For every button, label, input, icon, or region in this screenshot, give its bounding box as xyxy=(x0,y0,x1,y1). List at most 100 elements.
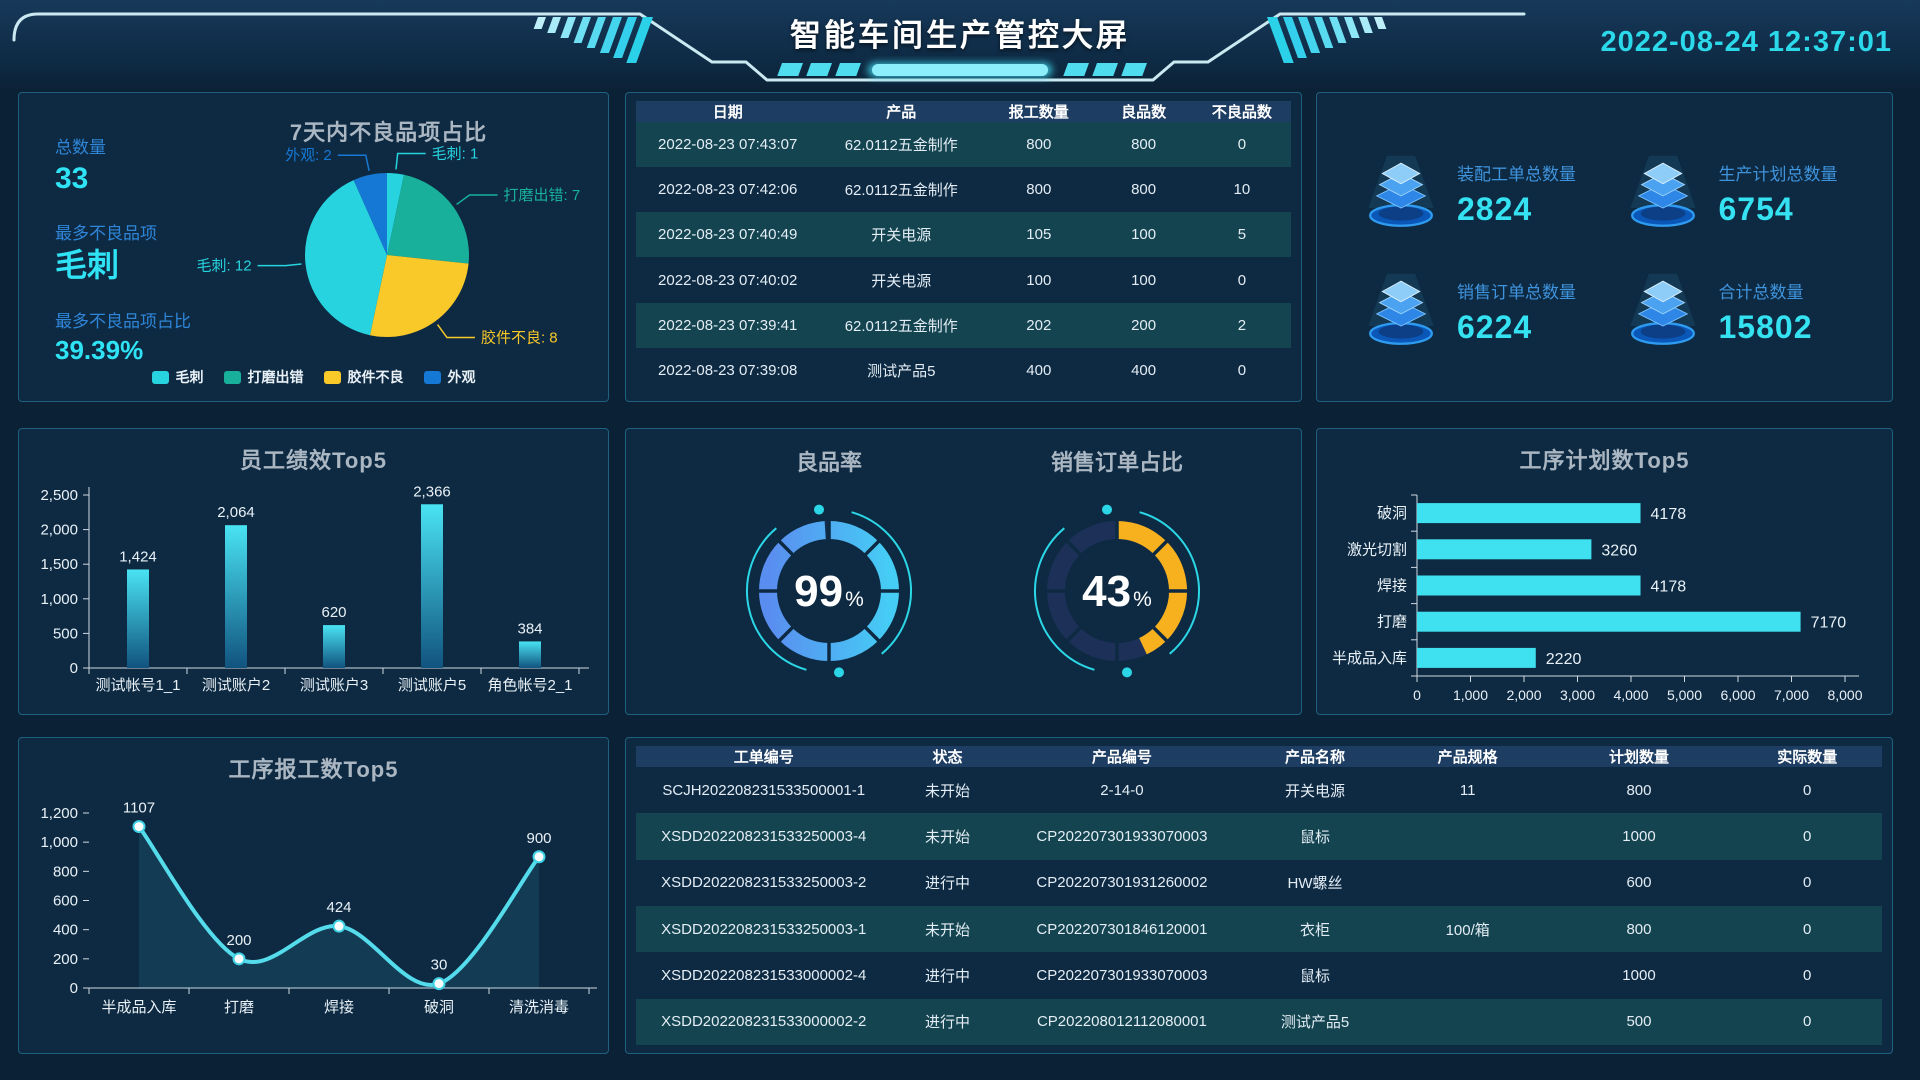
gauge-rings-chart: 99% 43% xyxy=(746,504,1200,678)
legend-swatch-icon xyxy=(223,370,241,384)
table-cell: 2 xyxy=(1192,302,1291,348)
legend-item[interactable]: 打磨出错 xyxy=(223,367,304,387)
table-cell: 鼠标 xyxy=(1300,967,1331,985)
svg-text:打磨: 打磨 xyxy=(224,999,254,1016)
svg-text:毛刺: 12: 毛刺: 12 xyxy=(197,258,252,275)
svg-text:2,000: 2,000 xyxy=(1506,687,1541,703)
card-label: 生产计划总数量 xyxy=(1718,165,1838,184)
svg-text:测试帐号1_1: 测试帐号1_1 xyxy=(95,677,180,694)
legend-swatch-icon xyxy=(151,370,169,384)
svg-text:胶件不良: 8: 胶件不良: 8 xyxy=(481,330,558,347)
table-cell: 2022-08-23 07:40:49 xyxy=(636,212,820,258)
summary-card: 合计总数量 15802 xyxy=(1621,253,1883,371)
legend-label: 外观 xyxy=(447,369,476,385)
defect-chart-title: 7天内不良品项占比 xyxy=(289,120,488,145)
stat-label: 最多不良品项 xyxy=(55,224,157,243)
center-right-bars-icon xyxy=(1063,63,1147,76)
column-header: 工单编号 xyxy=(636,746,892,767)
card-label: 合计总数量 xyxy=(1718,283,1804,302)
svg-text:1,500: 1,500 xyxy=(40,556,78,573)
summary-cards: 装配工单总数量 2824 生产计划总数量 6754 销售订单总数量 6 xyxy=(1317,93,1892,401)
header: 智能车间生产管控大屏 2022-08-24 12:37:01 xyxy=(0,0,1920,92)
svg-text:焊接: 焊接 xyxy=(324,999,354,1016)
svg-text:200: 200 xyxy=(53,951,78,968)
svg-text:620: 620 xyxy=(321,604,346,621)
column-header: 良品数 xyxy=(1094,101,1193,122)
defect-pie-panel: 7天内不良品项占比 总数量 33 最多不良品项 毛刺 最多不良品项占比 39.3… xyxy=(18,92,609,402)
legend-swatch-icon xyxy=(323,370,341,384)
pie-slice[interactable] xyxy=(387,173,405,255)
svg-text:43%: 43% xyxy=(1082,567,1152,616)
svg-text:1,000: 1,000 xyxy=(40,834,78,851)
card-value: 6754 xyxy=(1718,191,1794,227)
svg-text:3260: 3260 xyxy=(1601,542,1637,559)
svg-text:8,000: 8,000 xyxy=(1827,687,1862,703)
stat-total: 总数量 33 xyxy=(55,133,191,195)
work-report-table-panel: 日期 产品 报工数量 良品数 不良品数 2022-08-23 07:43:07 62.011… xyxy=(625,92,1302,402)
legend-item[interactable]: 胶件不良 xyxy=(323,367,404,387)
sales-gauge-title: 销售订单占比 xyxy=(1050,450,1184,475)
table-cell: 800 xyxy=(1545,905,1733,953)
pie-slice[interactable] xyxy=(353,173,387,255)
table-cell: 2-14-0 xyxy=(1100,781,1144,799)
legend-item[interactable]: 毛刺 xyxy=(151,367,204,387)
column-header: 报工数量 xyxy=(983,101,1095,122)
table-cell: 0 xyxy=(1803,966,1812,984)
stat-top-defect: 最多不良品项 毛刺 xyxy=(55,219,191,283)
data-point xyxy=(332,919,346,933)
summary-card: 装配工单总数量 2824 xyxy=(1359,135,1621,253)
table-header-row: 日期 产品 报工数量 良品数 不良品数 xyxy=(636,101,1291,122)
bar xyxy=(323,625,345,668)
table-row: XSDD202208231533250003-2 进行中 CP20220730193… xyxy=(636,860,1882,906)
table-cell: 100/箱 xyxy=(1389,905,1546,953)
table-row: XSDD202208231533000002-2 进行中 CP20220801211… xyxy=(636,998,1882,1045)
table-cell: 2022-08-23 07:40:02 xyxy=(658,271,798,289)
pie-slice[interactable] xyxy=(387,174,469,264)
process-plan-title: 工序计划数Top5 xyxy=(1519,448,1690,473)
table-cell: 未开始 xyxy=(891,813,1004,860)
bar xyxy=(1417,503,1641,524)
svg-text:1,424: 1,424 xyxy=(119,548,157,565)
table-cell: 105 xyxy=(983,212,1095,258)
svg-text:2,000: 2,000 xyxy=(40,522,78,539)
svg-text:1,000: 1,000 xyxy=(1453,687,1488,703)
svg-text:900: 900 xyxy=(526,830,551,847)
column-header: 产品编号 xyxy=(1003,746,1241,767)
table-cell: 10 xyxy=(1233,181,1251,199)
svg-text:99%: 99% xyxy=(794,567,864,616)
svg-text:焊接: 焊接 xyxy=(1377,578,1407,595)
svg-text:打磨出错: 7: 打磨出错: 7 xyxy=(504,187,581,204)
table-cell: 2022-08-23 07:43:07 xyxy=(636,122,820,168)
staff-chart-title: 员工绩效Top5 xyxy=(240,448,387,473)
table-cell: 62.0112五金制作 xyxy=(819,302,984,348)
table-cell: 进行中 xyxy=(924,967,970,985)
table-cell: XSDD202208231533250003-2 xyxy=(661,874,867,892)
stat-top-defect-ratio: 最多不良品项占比 39.39% xyxy=(55,307,191,365)
table-cell: 开关电源 xyxy=(1285,782,1346,800)
bar xyxy=(1417,539,1592,560)
pie-slice[interactable] xyxy=(305,180,387,336)
svg-text:角色帐号2_1: 角色帐号2_1 xyxy=(487,677,572,694)
table-cell: 测试产品5 xyxy=(1240,998,1390,1045)
summary-cards-panel: 装配工单总数量 2824 生产计划总数量 6754 销售订单总数量 6 xyxy=(1316,92,1893,402)
table-cell: 200 xyxy=(1094,302,1193,348)
pie-slice[interactable] xyxy=(369,255,469,337)
table-cell xyxy=(1390,952,1546,998)
table-cell: 未开始 xyxy=(924,782,970,800)
svg-text:半成品入库: 半成品入库 xyxy=(101,999,176,1016)
svg-text:7170: 7170 xyxy=(1811,615,1847,632)
process-report-line-chart: 0 200 400 600 800 1,000 1,200 1107 半成品入库 200 打磨 424… xyxy=(40,800,597,1016)
table-cell: 800 xyxy=(983,122,1095,168)
table-cell: SCJH202208231533500001-1 xyxy=(662,781,866,799)
table-cell: 1000 xyxy=(1545,813,1733,860)
legend-item[interactable]: 外观 xyxy=(423,367,476,387)
process-report-panel: 工序报工数Top5 0 200 400 600 800 1,000 1,200 1107 半成品… xyxy=(18,737,609,1054)
table-cell: 800 xyxy=(1131,181,1157,199)
svg-text:测试账户5: 测试账户5 xyxy=(398,677,466,694)
table-cell: 0 xyxy=(1192,122,1291,168)
svg-text:0: 0 xyxy=(70,980,78,997)
process-plan-bar-chart: 0 1,000 2,000 3,000 4,000 5,000 6,000 7,000 8,00… xyxy=(1332,494,1863,703)
table-row: 2022-08-23 07:40:49 开关电源 105 100 5 xyxy=(636,212,1291,258)
table-cell: 0 xyxy=(1803,781,1812,799)
